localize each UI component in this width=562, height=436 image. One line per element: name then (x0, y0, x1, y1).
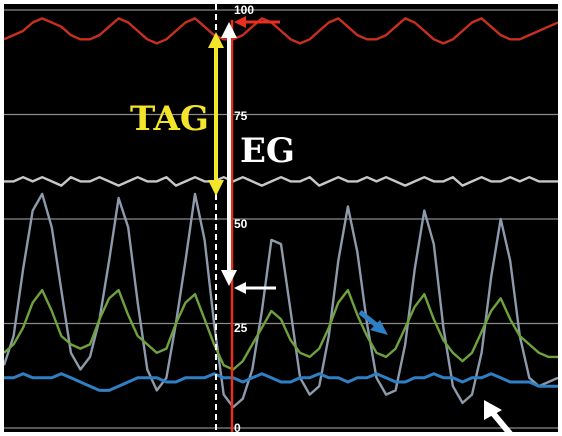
top-red-pointer (234, 16, 280, 28)
tag-label: TAG (130, 99, 209, 139)
white-pointer (234, 282, 276, 294)
markers (208, 4, 513, 432)
annotation-labels: TAG EG (130, 99, 295, 171)
trace-green (4, 288, 558, 371)
trace-red (4, 17, 558, 45)
trace-slate (4, 192, 558, 409)
white-diagonal-pointer (484, 400, 513, 432)
eg-arrow (221, 22, 237, 286)
y-tick-100: 100 (234, 4, 254, 17)
trace-gray (4, 175, 558, 187)
y-tick-0: 0 (234, 421, 241, 432)
y-axis-ticks: 100 75 50 25 0 (234, 4, 254, 432)
tag-arrow (208, 32, 224, 196)
trace-blue (4, 372, 558, 392)
y-tick-50: 50 (234, 217, 248, 231)
y-tick-75: 75 (234, 109, 248, 123)
chart-svg: TAG EG 100 75 50 25 0 (4, 4, 558, 432)
gridlines (4, 9, 558, 429)
plot-area: TAG EG 100 75 50 25 0 (4, 4, 558, 432)
blue-pointer (358, 310, 388, 335)
traces (4, 17, 558, 409)
y-tick-25: 25 (234, 321, 248, 335)
eg-label: EG (240, 131, 295, 171)
